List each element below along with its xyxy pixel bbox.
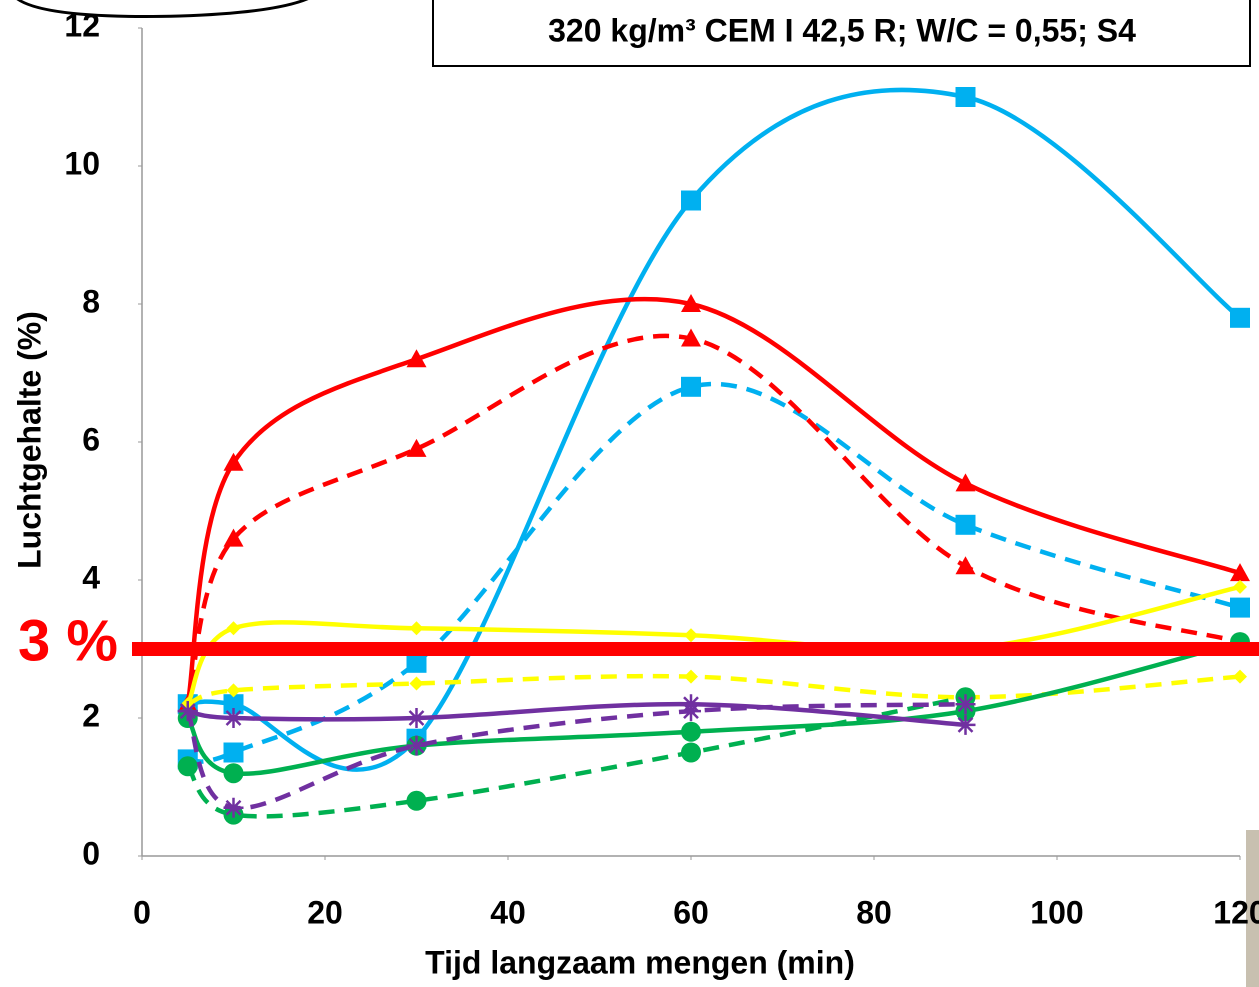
x-tick-label: 120 xyxy=(1213,894,1259,930)
marker xyxy=(406,349,427,368)
marker xyxy=(223,452,244,471)
series-line xyxy=(185,701,966,811)
marker xyxy=(955,473,976,492)
marker xyxy=(681,328,701,347)
marker xyxy=(1230,563,1250,582)
marker xyxy=(406,708,427,728)
series-line xyxy=(185,296,1241,705)
y-tick-label: 10 xyxy=(64,145,100,181)
marker xyxy=(681,721,701,742)
y-axis-title: Luchtgehalte (%) xyxy=(11,311,47,569)
marker xyxy=(406,438,427,457)
reference-label: 3 % xyxy=(18,608,118,673)
marker xyxy=(955,556,976,575)
marker xyxy=(223,694,244,715)
marker xyxy=(223,763,244,784)
marker xyxy=(684,628,698,643)
x-tick-label: 40 xyxy=(490,894,526,930)
series-line xyxy=(187,87,1242,772)
marker xyxy=(223,708,244,728)
decor-edge xyxy=(1246,830,1259,987)
marker xyxy=(226,683,241,698)
x-tick-label: 100 xyxy=(1030,894,1083,930)
series-line xyxy=(187,381,1241,764)
marker xyxy=(955,514,976,535)
annotation-box xyxy=(432,0,1251,67)
y-tick-label: 6 xyxy=(82,421,100,457)
marker xyxy=(406,735,427,756)
marker xyxy=(955,87,976,107)
marker xyxy=(226,621,241,636)
marker xyxy=(681,294,701,312)
y-tick-label: 0 xyxy=(82,835,100,871)
marker xyxy=(681,376,701,397)
y-tick-label: 4 xyxy=(82,559,100,595)
marker xyxy=(1230,597,1250,618)
marker xyxy=(1230,307,1250,328)
marker xyxy=(409,621,424,636)
x-axis-title: Tijd langzaam mengen (min) xyxy=(425,944,855,980)
marker xyxy=(406,652,427,673)
series-line xyxy=(185,639,1241,776)
marker xyxy=(177,756,198,777)
marker xyxy=(223,528,244,547)
y-tick-label: 12 xyxy=(64,7,100,43)
y-tick-label: 8 xyxy=(82,283,100,319)
x-tick-label: 80 xyxy=(856,894,892,930)
marker xyxy=(177,701,198,722)
x-tick-label: 0 xyxy=(133,894,151,930)
marker xyxy=(955,714,976,735)
decor-arc xyxy=(16,0,309,18)
series-line xyxy=(186,673,1241,707)
marker xyxy=(1233,669,1247,684)
marker xyxy=(406,790,427,811)
marker xyxy=(684,669,698,684)
x-tick-label: 60 xyxy=(673,894,709,930)
marker xyxy=(681,701,701,722)
marker xyxy=(409,676,424,691)
marker xyxy=(1233,579,1247,594)
marker xyxy=(955,694,976,715)
x-tick-label: 20 xyxy=(307,894,343,930)
marker xyxy=(681,742,701,763)
series-line xyxy=(185,695,966,819)
y-tick-label: 2 xyxy=(82,697,100,733)
marker xyxy=(681,190,701,211)
marker xyxy=(223,797,244,818)
marker xyxy=(223,742,244,763)
series-line xyxy=(185,333,1241,712)
annotation: 320 kg/m³ CEM I 42,5 R; W/C = 0,55; S4 xyxy=(548,12,1136,48)
